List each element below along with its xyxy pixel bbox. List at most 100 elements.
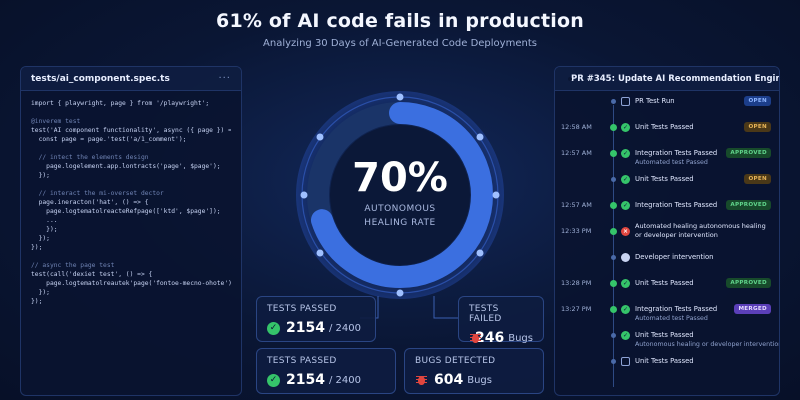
stat-suffix: / 2400 bbox=[328, 374, 361, 386]
check-icon: ✓ bbox=[621, 148, 630, 158]
ellipsis-icon[interactable]: ··· bbox=[218, 73, 231, 84]
ring-node bbox=[316, 133, 324, 141]
code-line bbox=[31, 144, 231, 153]
timeline-label: Integration Tests Passed bbox=[635, 201, 718, 209]
code-line: @inverem test bbox=[31, 118, 81, 125]
check-icon: ✓ bbox=[621, 304, 630, 314]
pr-timeline: PR Test Run OPEN 12:58 AM ✓ Unit Tests Passe… bbox=[555, 91, 779, 395]
timeline-dot bbox=[610, 227, 617, 235]
timeline-item[interactable]: Developer intervention bbox=[555, 250, 779, 264]
code-body: import { playwright, page } from '/playw… bbox=[21, 91, 241, 314]
stat-label: TESTS PASSED bbox=[267, 304, 337, 314]
status-badge: APPROVED bbox=[726, 148, 771, 158]
timeline-subtext: Automated test Passed bbox=[635, 159, 708, 166]
timeline-line bbox=[613, 105, 614, 387]
pr-title[interactable]: PR #345: Update AI Recommendation Engine bbox=[571, 73, 780, 84]
timeline-label: Integration Tests Passed bbox=[635, 149, 718, 157]
timeline-dot bbox=[611, 98, 616, 104]
merge-icon bbox=[621, 356, 630, 366]
timeline-item[interactable]: 12:57 AM ✓ Integration Tests Passed APPROVE… bbox=[555, 146, 779, 160]
code-line: test('AI component functionality', async… bbox=[31, 127, 231, 134]
stat-value: 246 bbox=[475, 330, 505, 346]
timeline-label: Unit Tests Passed bbox=[635, 123, 694, 131]
timeline-dot bbox=[611, 254, 616, 260]
timeline-label: Automated healing autonomous healing bbox=[635, 222, 766, 230]
code-line: }); bbox=[31, 244, 43, 251]
timeline-label: Unit Tests Passed bbox=[635, 279, 694, 287]
stat-suffix: Bugs bbox=[508, 332, 533, 344]
stat-tests-passed-1: TESTS PASSED ✓ 2154 / 2400 bbox=[256, 296, 376, 342]
github-icon bbox=[621, 252, 630, 262]
ring-graphic bbox=[296, 91, 504, 299]
stat-suffix: Bugs bbox=[467, 374, 492, 386]
timeline-item[interactable]: 12:58 AM ✓ Unit Tests Passed OPEN bbox=[555, 120, 779, 134]
x-icon: × bbox=[621, 226, 630, 236]
timeline-label: Integration Tests Passed bbox=[635, 305, 718, 313]
ring-node bbox=[316, 249, 324, 257]
stat-label: TESTS PASSED bbox=[267, 356, 337, 366]
timeline-label: Unit Tests Passed bbox=[635, 175, 694, 183]
pr-panel: PR #345: Update AI Recommendation Engine… bbox=[554, 66, 780, 396]
status-badge: OPEN bbox=[744, 174, 771, 184]
stat-suffix: / 2400 bbox=[328, 322, 361, 334]
timeline-dot bbox=[611, 176, 616, 182]
timeline-time: 12:33 PM bbox=[561, 227, 592, 235]
timeline-multiline: Automated healing autonomous healing or d… bbox=[635, 222, 766, 240]
code-line: page.ineracton('hat', () => { bbox=[31, 199, 149, 206]
code-line: test(call('dexiet test', () => { bbox=[31, 271, 153, 278]
status-badge: APPROVED bbox=[726, 200, 771, 210]
healing-rate-ring: 70% AUTONOMOUS HEALING RATE bbox=[290, 85, 510, 305]
healing-rate-label-2: HEALING RATE bbox=[364, 218, 436, 228]
check-icon: ✓ bbox=[621, 330, 630, 340]
code-line bbox=[31, 108, 231, 117]
stat-value: 604 bbox=[434, 372, 464, 388]
timeline-label: Developer intervention bbox=[635, 253, 714, 261]
timeline-dot bbox=[610, 305, 617, 313]
timeline-time: 13:28 PM bbox=[561, 279, 592, 287]
header: 61% of AI code fails in production Analy… bbox=[0, 10, 800, 49]
bug-icon bbox=[415, 374, 428, 387]
check-icon: ✓ bbox=[621, 200, 630, 210]
ring-node bbox=[396, 93, 404, 101]
timeline-label: Unit Tests Passed bbox=[635, 331, 694, 339]
timeline-dot bbox=[611, 358, 616, 364]
ring-text: 70% AUTONOMOUS HEALING RATE bbox=[290, 155, 510, 229]
stat-label: TESTS FAILED bbox=[469, 304, 502, 324]
code-line: }); bbox=[31, 289, 50, 296]
code-line: // async the page test bbox=[31, 262, 115, 269]
timeline-subtext: Automated test Passed bbox=[635, 315, 708, 322]
code-panel: tests/ai_component.spec.ts ··· import { … bbox=[20, 66, 242, 396]
ring-node bbox=[476, 133, 484, 141]
timeline-item[interactable]: PR Test Run OPEN bbox=[555, 94, 779, 108]
code-panel-header: tests/ai_component.spec.ts ··· bbox=[21, 67, 241, 91]
ring-node bbox=[492, 191, 500, 199]
stat-tests-failed: TESTS FAILED 246 Bugs bbox=[458, 296, 544, 346]
code-line: // intect the elements design bbox=[31, 154, 149, 161]
healing-rate-label-1: AUTONOMOUS bbox=[364, 204, 436, 214]
timeline-item[interactable]: Unit Tests Passed bbox=[555, 354, 779, 368]
timeline-item[interactable]: ✓ Unit Tests Passed OPEN bbox=[555, 172, 779, 186]
stat-value: 2154 bbox=[286, 372, 325, 388]
timeline-item[interactable]: 12:57 AM ✓ Integration Tests Passed APPROVE… bbox=[555, 198, 779, 212]
stat-bugs-detected: BUGS DETECTED 604 Bugs bbox=[404, 348, 544, 394]
timeline-time: 12:58 AM bbox=[561, 123, 592, 131]
timeline-item[interactable]: 13:27 PM ✓ Integration Tests Passed MERGED bbox=[555, 302, 779, 316]
stat-label: BUGS DETECTED bbox=[415, 356, 496, 366]
code-line: }); bbox=[31, 226, 58, 233]
ring-progress bbox=[307, 102, 493, 288]
ring-node bbox=[396, 289, 404, 297]
timeline-time: 12:57 AM bbox=[561, 201, 592, 209]
code-line: import { playwright, page } from '/playw… bbox=[31, 100, 210, 107]
merge-icon bbox=[621, 96, 630, 106]
timeline-dot bbox=[610, 279, 617, 287]
code-line: }); bbox=[31, 298, 43, 305]
timeline-item[interactable]: 13:28 PM ✓ Unit Tests Passed APPROVED bbox=[555, 276, 779, 290]
timeline-item[interactable]: ✓ Unit Tests Passed bbox=[555, 328, 779, 342]
code-line: }); bbox=[31, 172, 50, 179]
timeline-dot bbox=[610, 201, 617, 209]
timeline-time: 13:27 PM bbox=[561, 305, 592, 313]
ring-node bbox=[300, 191, 308, 199]
timeline-dot bbox=[611, 332, 616, 338]
timeline-item[interactable]: 12:33 PM × Automated healing autonomous he… bbox=[555, 222, 779, 240]
timeline-label-2: or developer intervention bbox=[635, 231, 718, 239]
